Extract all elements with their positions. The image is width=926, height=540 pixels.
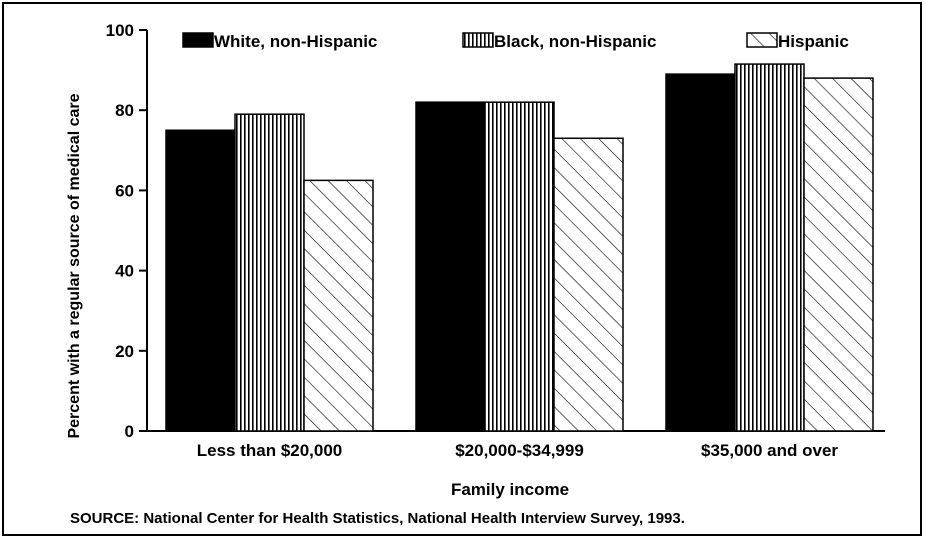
bar xyxy=(165,129,236,432)
bar xyxy=(803,77,874,432)
legend-swatch xyxy=(462,32,494,48)
legend-label: White, non-Hispanic xyxy=(214,32,377,51)
y-tick-label: 60 xyxy=(115,181,134,200)
x-tick-label: $35,000 and over xyxy=(701,441,838,460)
y-tick-label: 80 xyxy=(115,101,134,120)
bars xyxy=(165,63,874,432)
y-axis: 0 20 40 60 80 100 xyxy=(106,21,148,441)
y-tick-label: 40 xyxy=(115,262,134,281)
bar xyxy=(234,113,305,432)
y-tick-label: 100 xyxy=(106,21,134,40)
legend-swatch xyxy=(746,32,778,48)
bar xyxy=(415,101,486,432)
x-tick-label: Less than $20,000 xyxy=(197,441,343,460)
x-tick-label: $20,000-$34,999 xyxy=(455,441,584,460)
legend-label: Hispanic xyxy=(778,32,849,51)
legend-swatch xyxy=(182,32,214,48)
bar xyxy=(734,63,805,432)
x-axis: Less than $20,000 $20,000-$34,999 $35,000 … xyxy=(147,430,885,460)
legend: White, non-Hispanic Black, non-Hispanic Hi… xyxy=(182,32,849,51)
y-axis-title: Percent with a regular source of medical… xyxy=(66,93,83,438)
legend-label: Black, non-Hispanic xyxy=(494,32,656,51)
y-tick-label: 0 xyxy=(125,422,134,441)
x-axis-title: Family income xyxy=(451,480,569,499)
bar xyxy=(484,101,555,432)
bar xyxy=(553,137,624,432)
y-tick-label: 20 xyxy=(115,342,134,361)
source-note: SOURCE: National Center for Health Stati… xyxy=(70,510,685,527)
bar xyxy=(665,73,736,432)
bar xyxy=(303,179,374,432)
